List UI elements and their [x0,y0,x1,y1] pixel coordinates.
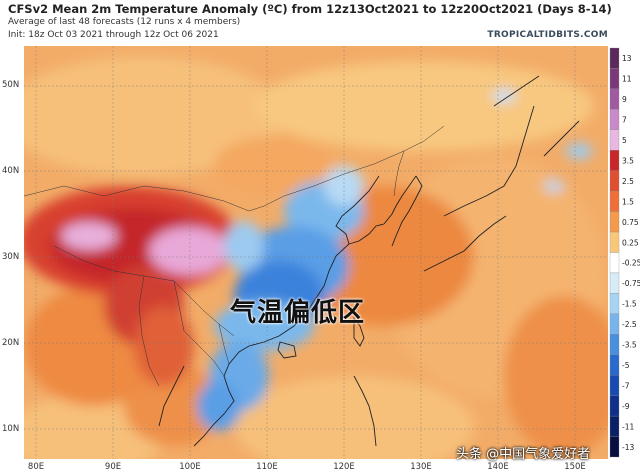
colorbar-swatch [609,375,620,396]
lon-label-90e: 90E [104,462,122,472]
cold-region-label: 气温偏低区 [230,298,366,328]
colorbar-tick-label: -7 [622,381,630,390]
colorbar-tick-label: 11 [622,75,632,84]
colorbar-swatch [609,395,620,417]
colorbar-tick-label: -13 [622,443,634,452]
colorbar-swatch [609,272,620,294]
colorbar-swatch [609,170,620,192]
lat-label-30n: 30N [2,252,20,262]
colorbar-swatch [609,415,620,437]
colorbar-tick-label: -0.75 [622,279,640,288]
colorbar-swatch [609,354,620,376]
colorbar-tick-label: 13 [622,54,632,63]
watermark: 头条 @中国气象爱好者 [456,447,591,462]
lon-label-120e: 120E [333,462,355,472]
colorbar-tick-label: 2.5 [622,177,634,186]
colorbar-swatch [609,293,620,314]
colorbar-swatch [609,88,620,110]
colorbar-tick-label: -2.5 [622,320,637,329]
colorbar-swatch [609,211,620,233]
lon-label-110e: 110E [256,462,278,472]
site-credit: TROPICALTIDBITS.COM [487,30,608,40]
colorbar-swatch [609,252,620,274]
lon-label-80e: 80E [27,462,45,472]
colorbar-swatch [609,190,620,212]
colorbar-tick-label: 0.75 [622,218,639,227]
lon-label-100e: 100E [179,462,201,472]
colorbar-tick-label: -3.5 [622,341,637,350]
colorbar-tick-label: 0.25 [622,238,639,247]
graticule [24,46,608,459]
temperature-anomaly-map [24,46,608,459]
colorbar-swatch [609,313,620,335]
lat-label-20n: 20N [2,338,20,348]
lon-label-140e: 140E [487,462,509,472]
colorbar-tick-label: -0.25 [622,259,640,268]
colorbar-tick-label: 7 [622,116,627,125]
colorbar-tick-label: -11 [622,422,634,431]
borders [24,125,445,387]
colorbar-tick-label: 3.5 [622,156,634,165]
lat-label-40n: 40N [2,166,20,176]
colorbar-swatch [609,231,620,253]
lat-label-10n: 10N [2,424,20,434]
colorbar-swatch [609,47,620,69]
colorbar-tick-label: 9 [622,95,627,104]
anomaly-field [24,56,608,459]
colorbar-tick-label: 1.5 [622,197,634,206]
lon-label-150e: 150E [564,462,586,472]
map-title: CFSv2 Mean 2m Temperature Anomaly (ºC) f… [8,2,612,16]
colorbar: 13 11 9 7 5 3.5 2.5 1.5 0.75 0.25 -0.25 -0.75 -1.5 -2… [609,47,640,458]
lon-label-130e: 130E [410,462,432,472]
lat-label-50n: 50N [2,80,20,90]
colorbar-swatch [609,129,620,151]
colorbar-swatch [609,436,620,458]
colorbar-swatch [609,109,620,130]
colorbar-swatch [609,334,620,355]
colorbar-swatch [609,68,620,90]
colorbar-swatch [609,150,620,171]
init-line: Init: 18z Oct 03 2021 through 12z Oct 06… [8,30,219,40]
map-subtitle: Average of last 48 forecasts (12 runs x … [8,17,241,27]
coastlines [158,75,580,447]
colorbar-tick-label: -1.5 [622,300,637,309]
header: CFSv2 Mean 2m Temperature Anomaly (ºC) f… [0,0,640,46]
colorbar-tick-label: -9 [622,402,630,411]
colorbar-tick-label: -5 [622,361,630,370]
colorbar-tick-label: 5 [622,136,627,145]
